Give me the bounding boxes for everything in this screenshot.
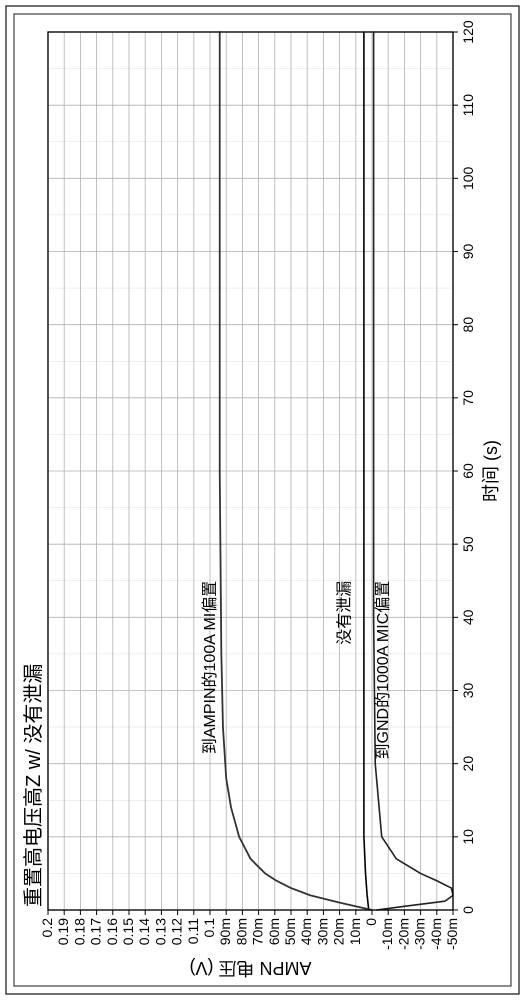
svg-text:-10m: -10m	[379, 918, 395, 950]
chart-annotation: 到GND的1000A MIC偏置	[374, 581, 392, 760]
svg-text:0.16: 0.16	[104, 918, 120, 945]
svg-text:110: 110	[460, 94, 476, 117]
svg-text:0.18: 0.18	[71, 918, 87, 945]
svg-text:-40m: -40m	[428, 918, 444, 950]
svg-text:0: 0	[460, 906, 476, 914]
svg-text:-30m: -30m	[412, 918, 428, 950]
svg-text:10: 10	[460, 829, 476, 845]
svg-text:50m: 50m	[282, 918, 298, 945]
svg-text:100: 100	[460, 166, 476, 190]
svg-text:70m: 70m	[250, 918, 266, 945]
chart-title: 重置高电压高Z w/ 没有泄漏	[22, 664, 45, 907]
svg-text:0.19: 0.19	[55, 918, 71, 945]
svg-text:60: 60	[460, 463, 476, 479]
svg-text:80m: 80m	[233, 918, 249, 945]
svg-text:0.1: 0.1	[201, 918, 217, 938]
svg-text:70: 70	[460, 390, 476, 406]
svg-text:0.17: 0.17	[88, 918, 104, 945]
svg-text:0.12: 0.12	[169, 918, 185, 945]
svg-text:-50m: -50m	[444, 918, 460, 950]
svg-text:10m: 10m	[347, 918, 363, 945]
svg-text:0.2: 0.2	[39, 918, 55, 938]
svg-text:20: 20	[460, 756, 476, 772]
chart-canvas: 0 10 20 30 40 50 60 70 80 90 100 110 120 -50m-40m-30m…	[0, 0, 525, 1000]
svg-text:30m: 30m	[314, 918, 330, 945]
svg-text:0: 0	[363, 918, 379, 926]
svg-text:-20m: -20m	[395, 918, 411, 950]
svg-text:80: 80	[460, 317, 476, 333]
svg-text:120: 120	[460, 20, 476, 44]
svg-text:0.15: 0.15	[120, 918, 136, 945]
svg-text:90m: 90m	[217, 918, 233, 945]
svg-text:0.13: 0.13	[152, 918, 168, 945]
y-axis-label: AMPN 电压 (V)	[189, 958, 311, 978]
chart-annotation: 没有泄漏	[335, 581, 353, 645]
svg-text:50: 50	[460, 536, 476, 552]
svg-text:0.14: 0.14	[136, 918, 152, 945]
chart-annotation: 到AMPIN的100A MI偏置	[201, 581, 219, 754]
svg-text:0.11: 0.11	[185, 918, 201, 944]
svg-text:20m: 20m	[331, 918, 347, 945]
x-axis-label: 时间 (s)	[481, 440, 501, 502]
svg-text:90: 90	[460, 244, 476, 260]
svg-text:40: 40	[460, 609, 476, 625]
svg-text:60m: 60m	[266, 918, 282, 945]
svg-text:40m: 40m	[298, 918, 314, 945]
svg-text:30: 30	[460, 683, 476, 699]
